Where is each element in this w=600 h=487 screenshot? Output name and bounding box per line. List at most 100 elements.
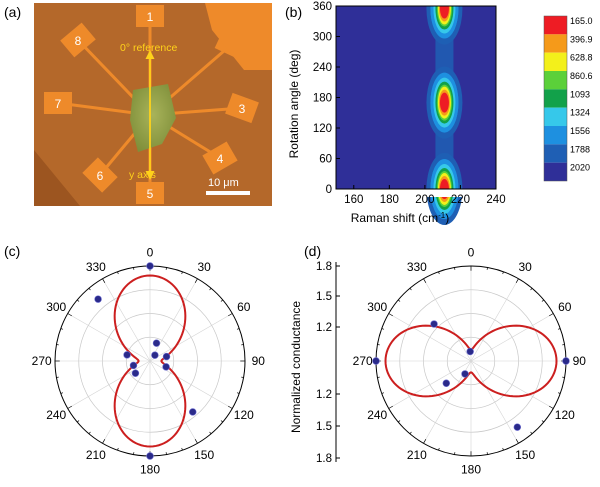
polar-tick (502, 447, 504, 451)
polar-grid-spoke (149, 313, 233, 362)
polar-data-point (442, 379, 450, 387)
reference-label: 0° reference (120, 42, 177, 54)
radial-axis-d: 1.8 1.5 1.2 1.2 1.5 1.8 (316, 261, 340, 465)
colorbar-level-label: 860.6 (570, 71, 593, 81)
polar-angle-label: 90 (252, 354, 266, 368)
heatmap-x-tick-label: 240 (486, 194, 505, 206)
colorbar-level-label: 1324 (570, 108, 590, 118)
polar-tick (398, 420, 401, 423)
heatmap-x-tick-label: 160 (344, 194, 363, 206)
polar-angle-label: 60 (558, 300, 572, 314)
polar-grid-spoke (102, 360, 151, 444)
electrode-label: 1 (147, 10, 154, 24)
polar-tick (236, 328, 240, 330)
polar-data-point (151, 351, 159, 359)
polar-data-point (131, 369, 140, 377)
colorbar-level-label: 628.8 (570, 53, 593, 63)
polar-angle-label: 240 (367, 408, 387, 422)
panel-c: (c) 0 30 60 90 120 150 180 210 240 270 300 330 (4, 243, 265, 476)
polar-tick (220, 299, 223, 302)
colorbar-level-label: 165.0 (570, 16, 593, 26)
polar-tick (209, 431, 212, 434)
polar-tick (557, 328, 561, 330)
polar-tick (423, 438, 427, 444)
panel-d-label: (d) (304, 243, 321, 259)
polar-tick (220, 420, 223, 423)
electrode-pad (205, 3, 272, 70)
radial-axis-tick-label: 1.5 (316, 291, 332, 303)
polar-tick (77, 420, 80, 423)
polar-tick (409, 431, 412, 434)
polar-tick (102, 278, 106, 284)
polar-tick (117, 271, 119, 275)
polar-tick (541, 420, 544, 423)
polar-angle-label: 60 (237, 300, 251, 314)
polar-tick (530, 431, 533, 434)
scale-bar-label: 10 μm (208, 177, 239, 189)
polar-angle-label: 300 (46, 300, 66, 314)
polar-data-point (146, 452, 154, 460)
colorbar-level-label: 396.9 (570, 34, 593, 44)
polar-tick (60, 392, 64, 394)
sample-flake (130, 84, 176, 152)
polar-tick (77, 299, 80, 302)
polar-angle-label: 180 (140, 462, 160, 476)
heatmap-x-axis-label-text: Raman shift (cm-1) (351, 211, 449, 225)
electrode-label: 5 (147, 187, 154, 201)
polar-tick (541, 299, 544, 302)
raman-heatmap: 160 180 200 220 240 0 60 120 180 240 300 360 (313, 0, 506, 225)
polar-data-point (461, 370, 469, 378)
colorbar-swatch (544, 144, 567, 163)
polar-data-point (162, 352, 171, 361)
panel-a-label: (a) (4, 4, 21, 20)
polar-angle-label: 270 (353, 354, 373, 368)
polar-angle-label: 210 (86, 448, 106, 462)
polar-tick (194, 438, 198, 444)
polar-grid-spoke (423, 278, 472, 362)
polar-tick (548, 405, 554, 409)
polar-data-point (152, 339, 161, 347)
colorbar-level-label: 1093 (570, 89, 590, 99)
polar-grid-spoke (149, 278, 198, 362)
polar-data-point (123, 351, 131, 359)
polar-tick (67, 313, 73, 317)
polar-angle-label: 330 (86, 260, 106, 274)
y-axis-label: y axis (129, 169, 156, 181)
panel-b: (b) 160 180 200 220 240 0 60 120 180 240 300 360 Ro… (285, 0, 593, 225)
polar-tick (388, 313, 394, 317)
polar-tick (381, 328, 385, 330)
polar-angle-label: 210 (407, 448, 427, 462)
polar-data-point (466, 347, 474, 356)
polar-angle-label: 120 (234, 408, 254, 422)
colorbar-swatch (544, 71, 567, 90)
polar-tick (227, 313, 233, 317)
heatmap-y-axis-label: Rotation angle (deg) (287, 50, 301, 159)
polar-grid-spoke (470, 278, 519, 362)
y-axis-arrow-top-icon (145, 50, 155, 59)
electrode-lead (76, 38, 144, 109)
heatmap-y-tick-label: 180 (313, 93, 332, 105)
polar-grid-spoke (67, 360, 151, 409)
colorbar-swatch (544, 52, 567, 71)
colorbar: 165.0 396.9 628.8 860.6 1093 1324 1556 1788 2020 (543, 15, 593, 182)
heatmap-y-tick-label: 0 (326, 184, 332, 196)
polar-tick (67, 405, 73, 409)
polar-angle-label: 30 (518, 260, 532, 274)
polar-tick (515, 438, 519, 444)
polar-grid-spoke (470, 360, 519, 444)
polar-data-point (162, 363, 170, 371)
polar-angle-label: 0 (468, 246, 475, 260)
heatmap-background (336, 6, 496, 189)
polar-data-point (513, 423, 522, 431)
polar-angle-label: 120 (555, 408, 575, 422)
colorbar-level-label: 1788 (570, 144, 590, 154)
radial-axis-tick-label: 1.8 (316, 453, 332, 465)
polar-tick (557, 392, 561, 394)
electrode-group: 12345678 (34, 3, 272, 206)
substrate-shade (34, 150, 80, 206)
heatmap-y-tick-label: 300 (313, 32, 332, 44)
electrode-pad (136, 5, 164, 27)
polar-angle-label: 330 (407, 260, 427, 274)
polar-tick (88, 288, 91, 291)
electrode-label: 7 (55, 97, 62, 111)
